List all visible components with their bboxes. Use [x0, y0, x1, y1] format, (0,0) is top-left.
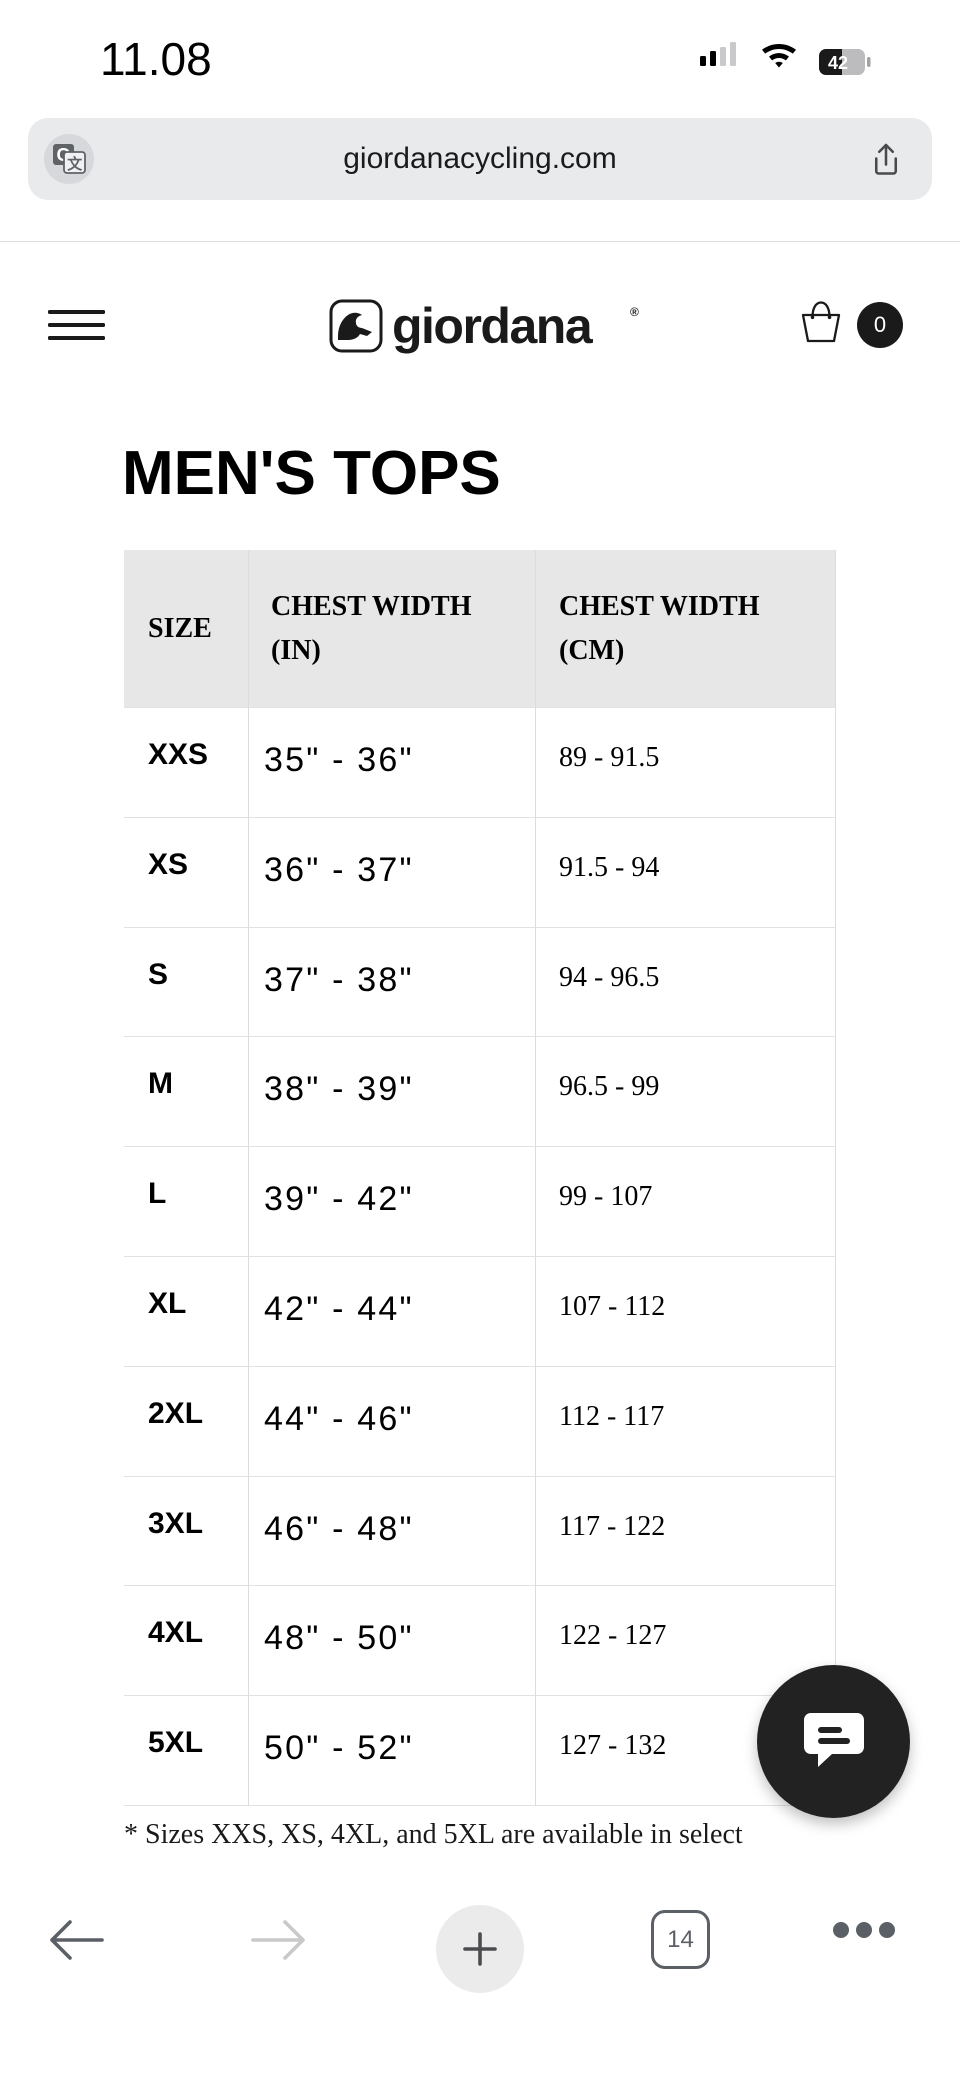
svg-text:42: 42 — [828, 53, 848, 73]
svg-text:giordana: giordana — [392, 298, 594, 354]
svg-text:®: ® — [630, 305, 639, 319]
